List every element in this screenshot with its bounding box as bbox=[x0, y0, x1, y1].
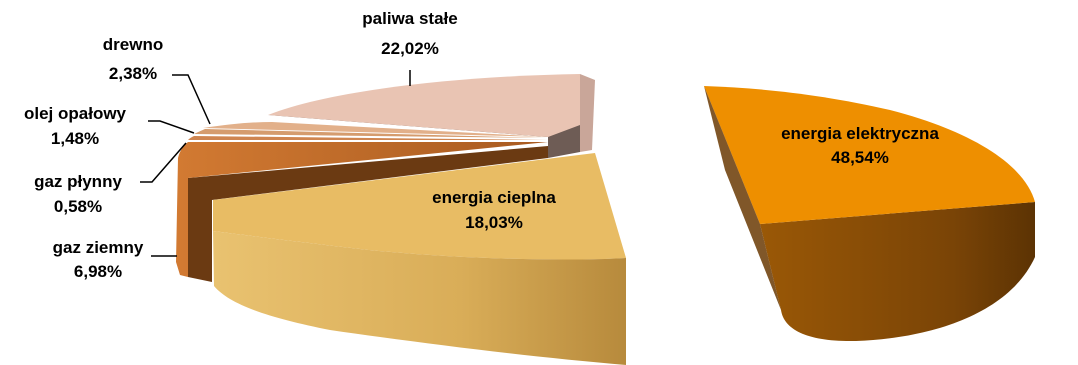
slice-olej-opalowy bbox=[194, 129, 548, 138]
slice-top bbox=[704, 86, 1035, 224]
slice-side bbox=[760, 202, 1035, 342]
value-drewno: 2,38% bbox=[109, 64, 157, 83]
label-energia-cieplna: energia cieplna bbox=[432, 188, 556, 207]
value-gaz-plynny: 0,58% bbox=[54, 197, 102, 216]
slice-side bbox=[188, 146, 548, 282]
value-olej-opalowy: 1,48% bbox=[51, 129, 99, 148]
value-energia-cieplna: 18,03% bbox=[465, 213, 523, 232]
label-gaz-ziemny: gaz ziemny bbox=[53, 238, 144, 257]
slice-side bbox=[213, 231, 626, 365]
slice-drewno bbox=[203, 122, 548, 137]
value-gaz-ziemny: 6,98% bbox=[74, 262, 122, 281]
slice-top bbox=[188, 136, 548, 140]
labels: energia elektryczna 48,54% energia ciepl… bbox=[24, 9, 939, 281]
slice-top bbox=[268, 74, 580, 137]
slice-side-right bbox=[580, 74, 595, 152]
slice-top bbox=[203, 122, 548, 137]
value-paliwa-stale: 22,02% bbox=[381, 39, 439, 58]
label-olej-opalowy: olej opałowy bbox=[24, 104, 127, 123]
slice-energia-elektryczna bbox=[704, 86, 1035, 342]
slice-energia-cieplna bbox=[213, 153, 626, 365]
slice-paliwa-stale bbox=[268, 74, 595, 158]
slice-edge bbox=[704, 86, 781, 310]
slice-top bbox=[194, 129, 548, 138]
leader-gaz-plynny bbox=[140, 142, 187, 183]
label-paliwa-stale: paliwa stałe bbox=[362, 9, 457, 28]
slice-top bbox=[176, 142, 548, 277]
label-drewno: drewno bbox=[103, 35, 163, 54]
slice-gaz-ziemny bbox=[176, 142, 548, 282]
label-energia-elektryczna: energia elektryczna bbox=[781, 124, 939, 143]
label-gaz-plynny: gaz płynny bbox=[34, 172, 122, 191]
slice-top bbox=[213, 153, 626, 260]
leader-lines bbox=[140, 70, 411, 257]
slice-gaz-plynny bbox=[188, 136, 548, 140]
leader-olej-opalowy bbox=[148, 120, 195, 134]
leader-drewno bbox=[172, 74, 211, 125]
value-energia-elektryczna: 48,54% bbox=[831, 148, 889, 167]
